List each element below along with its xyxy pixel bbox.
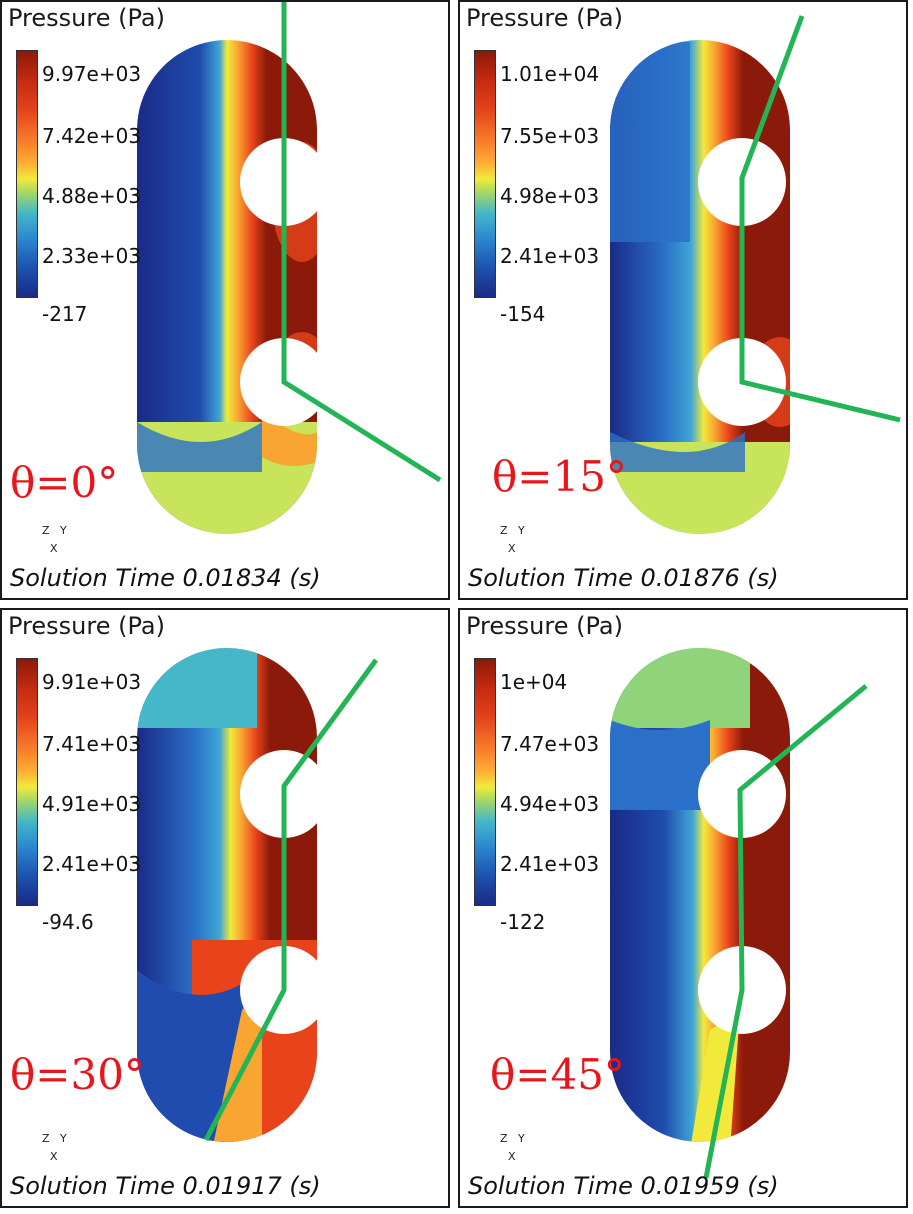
colorbar — [16, 50, 38, 298]
casing-domain — [610, 648, 790, 1142]
colorbar-tick: 1e+04 — [500, 670, 568, 694]
rotor-section-line — [739, 15, 901, 423]
colorbar-tick: 4.88e+03 — [42, 184, 142, 208]
pressure-contour-plot — [610, 15, 901, 534]
pressure-contour-plot — [610, 648, 868, 1179]
colorbar-tick: 4.91e+03 — [42, 792, 142, 816]
colorbar-tick: 1.01e+04 — [500, 62, 600, 86]
rotation-angle-label: θ=15° — [492, 452, 627, 501]
casing-domain — [137, 648, 317, 1142]
rotor-section-line — [203, 658, 379, 1142]
colorbar-tick: 4.98e+03 — [500, 184, 600, 208]
axis-triad-icon: Z Y X — [500, 524, 525, 555]
colorbar-tick: 7.47e+03 — [500, 732, 600, 756]
rotation-angle-label: θ=45° — [490, 1050, 625, 1099]
pressure-contour-plot — [137, 2, 442, 534]
solution-time: Solution Time 0.01959 (s) — [468, 1172, 779, 1200]
colorbar-tick: 7.55e+03 — [500, 124, 600, 148]
colorbar-tick: 7.41e+03 — [42, 732, 142, 756]
colorbar-title: Pressure (Pa) — [8, 4, 165, 32]
contour-panel-theta-15: Pressure (Pa) 1.01e+04 7.55e+03 4.98e+03… — [458, 0, 908, 600]
colorbar-tick: 7.42e+03 — [42, 124, 142, 148]
colorbar — [16, 658, 38, 906]
solution-time: Solution Time 0.01834 (s) — [10, 564, 321, 592]
colorbar-tick: 9.91e+03 — [42, 670, 142, 694]
colorbar-tick: 2.33e+03 — [42, 244, 142, 268]
contour-panel-theta-30: Pressure (Pa) 9.91e+03 7.41e+03 4.91e+03… — [0, 608, 450, 1208]
contour-panel-theta-0: Pressure (Pa) 9.97e+03 7.42e+03 4.88e+03… — [0, 0, 450, 600]
colorbar-title: Pressure (Pa) — [8, 612, 165, 640]
colorbar-tick: 2.41e+03 — [500, 244, 600, 268]
contour-panel-theta-45: Pressure (Pa) 1e+04 7.47e+03 4.94e+03 2.… — [458, 608, 908, 1208]
axis-triad-icon: Z Y X — [42, 1132, 67, 1163]
colorbar — [474, 658, 496, 906]
solution-time: Solution Time 0.01917 (s) — [10, 1172, 321, 1200]
pressure-contour-plot — [137, 648, 379, 1142]
colorbar-tick: 9.97e+03 — [42, 62, 142, 86]
axis-triad-icon: Z Y X — [500, 1132, 525, 1163]
solution-time: Solution Time 0.01876 (s) — [468, 564, 779, 592]
colorbar-tick: 2.41e+03 — [42, 852, 142, 876]
casing-domain — [137, 40, 317, 534]
colorbar-tick: -154 — [500, 302, 546, 326]
colorbar-tick: -217 — [42, 302, 88, 326]
colorbar-tick: 2.41e+03 — [500, 852, 600, 876]
axis-triad-icon: Z Y X — [42, 524, 67, 555]
colorbar-title: Pressure (Pa) — [466, 4, 623, 32]
rotor-section-line — [703, 684, 868, 1179]
colorbar-tick: 4.94e+03 — [500, 792, 600, 816]
colorbar-tick: -122 — [500, 910, 546, 934]
colorbar-title: Pressure (Pa) — [466, 612, 623, 640]
colorbar-tick: -94.6 — [42, 910, 94, 934]
casing-domain — [610, 40, 790, 534]
rotor-section-line — [281, 2, 442, 483]
rotation-angle-label: θ=30° — [10, 1050, 145, 1099]
rotation-angle-label: θ=0° — [10, 458, 119, 507]
colorbar — [474, 50, 496, 298]
